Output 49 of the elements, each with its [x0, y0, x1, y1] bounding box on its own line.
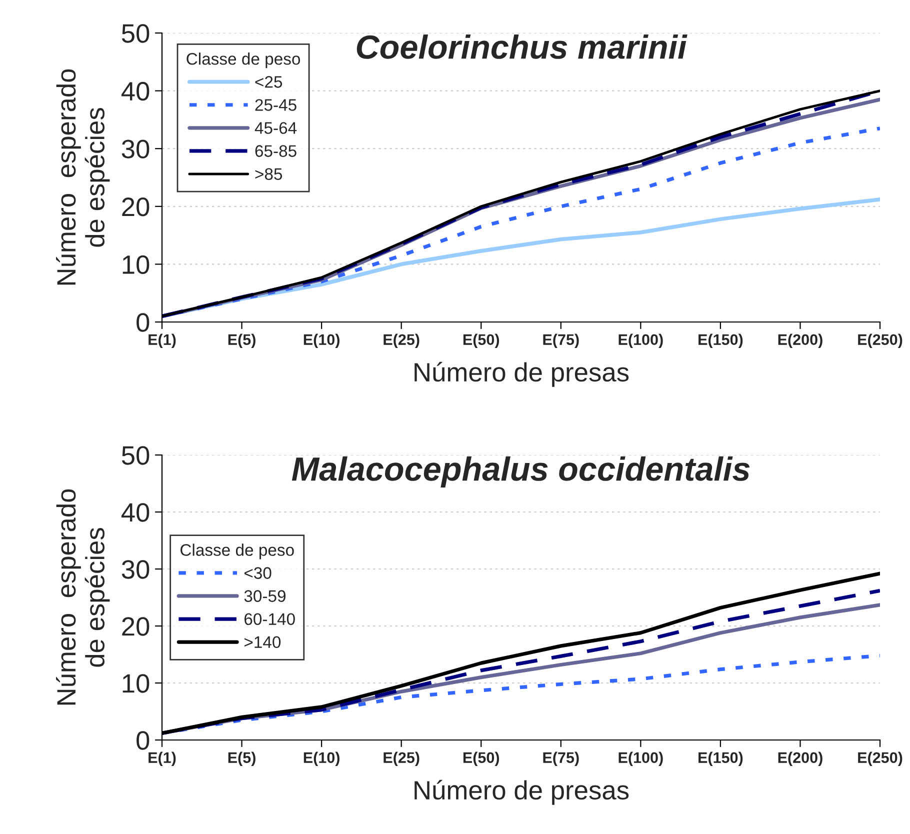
x-tick-label: E(75) [543, 752, 579, 766]
y-tick-label: 30 [122, 560, 150, 579]
x-tick-label: E(200) [778, 334, 822, 348]
legend-title: Classe de peso [180, 544, 294, 560]
y-axis-title: Número esperado de espécies [56, 69, 110, 285]
x-tick-label: E(75) [543, 334, 579, 348]
legend-label: 30-59 [244, 590, 286, 602]
legend-label: >85 [255, 168, 282, 180]
x-tick-label: E(5) [228, 334, 256, 348]
x-tick-label: E(200) [778, 752, 822, 766]
x-tick-label: E(10) [304, 334, 340, 348]
legend-label: 25-45 [255, 99, 296, 111]
legend-label: <30 [244, 567, 272, 579]
y-tick-label: 20 [122, 617, 150, 636]
y-tick-label: 10 [122, 255, 150, 274]
x-tick-label: E(250) [858, 334, 902, 348]
x-tick-label: E(250) [858, 752, 902, 766]
x-tick-label: E(150) [698, 334, 743, 348]
x-axis-title: Número de presas [414, 780, 629, 805]
y-tick-label: 50 [122, 446, 150, 465]
x-tick-label: E(5) [228, 752, 256, 766]
y-tick-label: 20 [122, 198, 150, 216]
x-tick-label: E(1) [148, 752, 176, 766]
x-tick-label: E(150) [698, 752, 743, 766]
y-axis-title: Número esperado de espécies [56, 489, 110, 705]
legend-label: 45-64 [254, 122, 297, 134]
chart-title: Coelorinchus marinii [356, 34, 688, 59]
y-tick-label: 40 [121, 503, 150, 522]
x-tick-label: E(25) [384, 334, 420, 348]
legend-label: 60-140 [244, 613, 295, 626]
y-tick-label: 40 [121, 82, 150, 101]
legend-label: 65-85 [255, 145, 296, 157]
legend-title: Classe de peso [186, 52, 300, 68]
x-axis-title: Número de presas [414, 362, 629, 387]
y-tick-label: 10 [122, 674, 150, 693]
x-tick-label: E(25) [384, 752, 420, 766]
y-tick-label: 30 [122, 140, 150, 158]
chart-title: Malacocephalus occidentalis [292, 456, 750, 488]
x-tick-label: E(100) [618, 334, 663, 348]
legend-label: >140 [244, 636, 281, 648]
legend-label: <25 [255, 76, 282, 88]
y-tick-label: 0 [136, 313, 150, 332]
y-tick-label: 0 [136, 731, 150, 750]
x-tick-label: E(1) [148, 334, 176, 348]
x-tick-label: E(50) [463, 752, 500, 766]
x-tick-label: E(50) [463, 334, 500, 348]
x-tick-label: E(10) [304, 752, 340, 766]
y-tick-label: 50 [122, 24, 150, 43]
x-tick-label: E(100) [618, 752, 663, 766]
